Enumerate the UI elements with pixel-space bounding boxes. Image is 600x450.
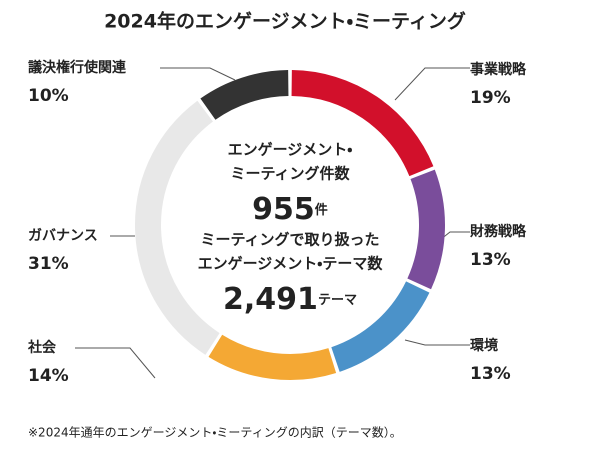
leader-line	[160, 67, 236, 81]
center-number: 955件	[252, 192, 328, 227]
leader-lines	[75, 67, 470, 379]
donut-segment	[208, 334, 337, 380]
value-label: 13%	[470, 250, 511, 270]
category-label: 事業戦略	[470, 61, 527, 78]
donut-segment	[331, 281, 430, 372]
donut-segment	[407, 169, 445, 290]
donut-segment	[200, 70, 289, 120]
category-label: 社会	[27, 339, 57, 356]
category-label: ガバナンス	[28, 228, 98, 244]
chart-title: 2024年のエンゲージメント・ミーティング	[104, 10, 466, 33]
center-number-value: 2,491	[223, 282, 318, 317]
value-label: 13%	[470, 364, 511, 384]
center-text: ミーティング件数	[230, 165, 350, 183]
center-number-unit: テーマ	[318, 293, 357, 308]
center-number-unit: 件	[315, 202, 328, 218]
value-label: 19%	[470, 88, 511, 108]
category-label: 議決権行使関連	[28, 59, 126, 76]
leader-line	[404, 339, 470, 346]
value-label: 10%	[28, 86, 69, 106]
footnote: ※2024年通年のエンゲージメント・ミーティングの内訳（テーマ数）。	[28, 425, 402, 440]
center-text: エンゲージメント・テーマ数	[198, 255, 384, 273]
center-text: エンゲージメント・	[228, 141, 353, 159]
value-label: 14%	[28, 366, 69, 386]
donut-segment	[135, 100, 220, 355]
value-label: 31%	[28, 254, 69, 274]
center-number-value: 955	[252, 192, 315, 227]
leader-line	[394, 67, 470, 101]
center-text: ミーティングで取り扱った	[200, 231, 379, 249]
category-label: 財務戦略	[469, 223, 527, 240]
category-label: 環境	[470, 337, 498, 354]
center-number: 2,491テーマ	[223, 282, 357, 317]
donut-segment	[291, 70, 434, 177]
leader-line	[75, 347, 156, 379]
